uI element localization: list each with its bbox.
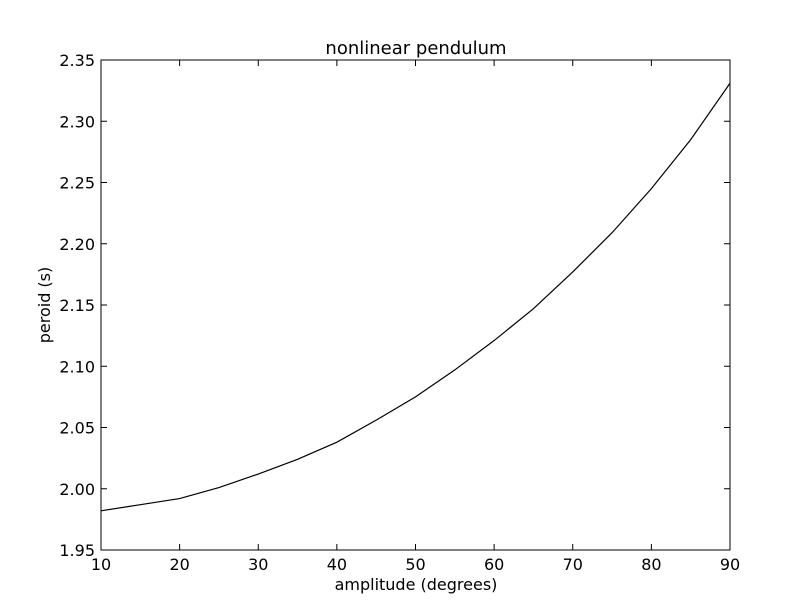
y-tick-label: 2.10 <box>59 357 95 376</box>
plot-frame <box>100 59 731 551</box>
series-line-period <box>100 82 731 512</box>
y-axis-ticks: 1.95 2.00 2.05 2.10 2.15 2.20 2.25 2.30 2.35 <box>59 51 730 560</box>
y-tick-label: 2.15 <box>59 296 95 315</box>
x-axis-label: amplitude (degrees) <box>335 575 498 594</box>
x-tick-label: 60 <box>484 555 504 574</box>
y-tick-label: 2.20 <box>59 235 95 254</box>
plot-area <box>101 60 730 550</box>
x-tick-label: 20 <box>169 555 189 574</box>
x-tick-label: 40 <box>327 555 347 574</box>
x-tick-label: 90 <box>720 555 740 574</box>
y-axis-label: peroid (s) <box>35 267 54 344</box>
x-tick-label: 50 <box>405 555 425 574</box>
y-tick-label: 1.95 <box>59 541 95 560</box>
y-tick-label: 2.35 <box>59 51 95 70</box>
x-tick-label: 30 <box>248 555 268 574</box>
y-tick-label: 2.00 <box>59 480 95 499</box>
x-axis-ticks: 10 20 30 40 50 60 70 80 90 <box>91 60 740 574</box>
chart-title: nonlinear pendulum <box>325 38 506 59</box>
y-tick-label: 2.25 <box>59 174 95 193</box>
x-tick-label: 70 <box>563 555 583 574</box>
y-tick-label: 2.05 <box>59 419 95 438</box>
y-tick-label: 2.30 <box>59 112 95 131</box>
x-tick-label: 10 <box>91 555 111 574</box>
x-tick-label: 80 <box>641 555 661 574</box>
